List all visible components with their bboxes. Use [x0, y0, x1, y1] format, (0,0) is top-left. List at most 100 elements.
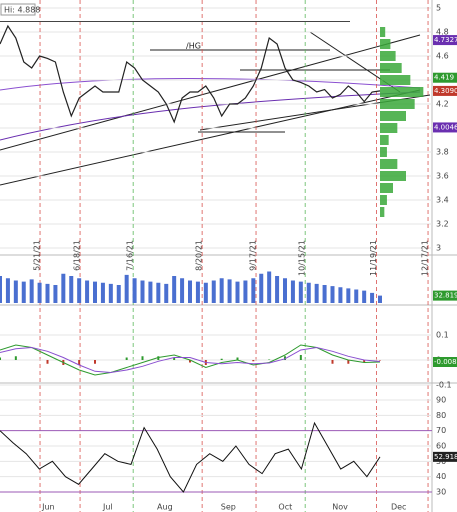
- y-tick-label: 4.6: [436, 52, 449, 61]
- x-tick-label: 5/21/21: [33, 240, 42, 271]
- volume-profile-bar: [380, 195, 387, 205]
- volume-bar: [219, 278, 224, 303]
- rsi-label: 52.918: [434, 453, 457, 461]
- volume-bar: [124, 274, 129, 303]
- volume-bar: [53, 285, 58, 303]
- volume-bar: [148, 281, 153, 303]
- y-tick-label: 3.6: [436, 172, 449, 181]
- volume-bar: [306, 282, 311, 303]
- month-label: Oct: [278, 503, 292, 512]
- price-label: 4.419: [434, 74, 454, 82]
- macd-histogram: [252, 360, 255, 362]
- volume-bar: [378, 295, 382, 303]
- month-label: Aug: [157, 503, 173, 512]
- volume-profile-bar: [380, 87, 424, 97]
- macd-histogram: [220, 358, 223, 360]
- volume-bar: [164, 283, 169, 303]
- price-label: 4.0046: [434, 123, 457, 131]
- macd-histogram: [236, 357, 239, 360]
- volume-bar: [290, 280, 295, 303]
- volume-profile-bar: [380, 63, 402, 73]
- volume-bar: [354, 289, 359, 303]
- macd-histogram: [125, 357, 128, 360]
- rsi-label-box: [433, 451, 457, 462]
- volume-bar: [61, 273, 66, 303]
- volume-bar: [235, 281, 240, 303]
- trendlines: [0, 31, 431, 186]
- volume-profile-bar: [380, 39, 391, 49]
- volume-profile-bar: [380, 51, 396, 61]
- volume-profile-bar: [380, 147, 387, 157]
- volume-profile-bar: [380, 123, 398, 133]
- volume-bar: [77, 278, 82, 303]
- volume-bar: [346, 288, 351, 303]
- line: [0, 421, 381, 493]
- volume-bar: [330, 286, 335, 303]
- volume-bar: [0, 276, 2, 303]
- price-label-box: [433, 35, 457, 46]
- y-tick-label: 3.4: [436, 196, 449, 205]
- volume-bar: [298, 281, 303, 303]
- y-tick-label: -0.1: [436, 381, 452, 390]
- volume-bar: [203, 282, 208, 303]
- macd-histogram: [331, 360, 334, 364]
- volume-profile-bar: [380, 27, 386, 37]
- macd-histogram: [78, 360, 81, 365]
- month-label: Nov: [332, 503, 348, 512]
- volume-profile-bar: [380, 75, 411, 85]
- month-label: Dec: [391, 503, 406, 512]
- volume-bar: [132, 278, 137, 303]
- macd-histogram: [94, 360, 96, 364]
- volume-bar: [195, 281, 200, 303]
- moving-average: [0, 91, 421, 141]
- x-tick-label: 7/16/21: [126, 240, 135, 271]
- volume-label: 32.819: [434, 292, 457, 300]
- macd-histogram: [379, 360, 381, 361]
- volume-bar: [93, 281, 97, 303]
- series-label: /HG: [186, 42, 201, 51]
- volume-bar: [156, 282, 161, 303]
- volume-bar: [370, 292, 375, 303]
- volume-bar: [29, 279, 34, 303]
- macd-histogram: [284, 356, 286, 360]
- y-tick-label: 90: [436, 396, 446, 405]
- x-tick-label: 6/18/21: [73, 240, 82, 271]
- macd-histogram: [46, 360, 49, 364]
- macd-histogram: [0, 357, 1, 360]
- macd-histogram: [173, 357, 176, 360]
- x-tick-label: 11/19/21: [369, 240, 378, 276]
- macd-histogram: [14, 356, 17, 360]
- volume-bar: [69, 276, 74, 303]
- y-tick-label: 40: [436, 472, 446, 481]
- macd-label: -0.008: [434, 358, 457, 366]
- volume-bar: [85, 280, 90, 303]
- volume-profile-bar: [380, 99, 415, 109]
- y-tick-label: 4.8: [436, 28, 449, 37]
- moving-average: [0, 77, 421, 91]
- price-label-box: [433, 85, 457, 96]
- price-label: 4.3090: [434, 87, 457, 95]
- volume-bar: [108, 283, 113, 303]
- y-tick-label: 3.2: [436, 220, 449, 229]
- x-tick-label: 10/15/21: [298, 240, 307, 276]
- price-label-box: [433, 122, 457, 133]
- y-tick-label: 70: [436, 426, 446, 435]
- volume-bar: [322, 285, 327, 303]
- price-label-box: [433, 72, 457, 83]
- macd-label-box: [433, 357, 457, 367]
- volume-label-box: [433, 290, 457, 301]
- macd-histogram: [189, 360, 191, 363]
- y-tick-label: 4.2: [436, 100, 449, 109]
- macd-histogram: [157, 356, 160, 360]
- line: [0, 24, 381, 124]
- volume-profile-bar: [380, 111, 406, 121]
- macd-histogram: [299, 355, 302, 360]
- volume-bar: [314, 283, 319, 303]
- month-label: Jul: [102, 503, 113, 512]
- volume-bar: [211, 280, 216, 303]
- volume-profile-bar: [380, 171, 406, 181]
- month-label: Sep: [221, 503, 236, 512]
- volume-bar: [188, 280, 192, 303]
- trendline: [0, 89, 421, 186]
- volume-profile-bar: [380, 207, 385, 217]
